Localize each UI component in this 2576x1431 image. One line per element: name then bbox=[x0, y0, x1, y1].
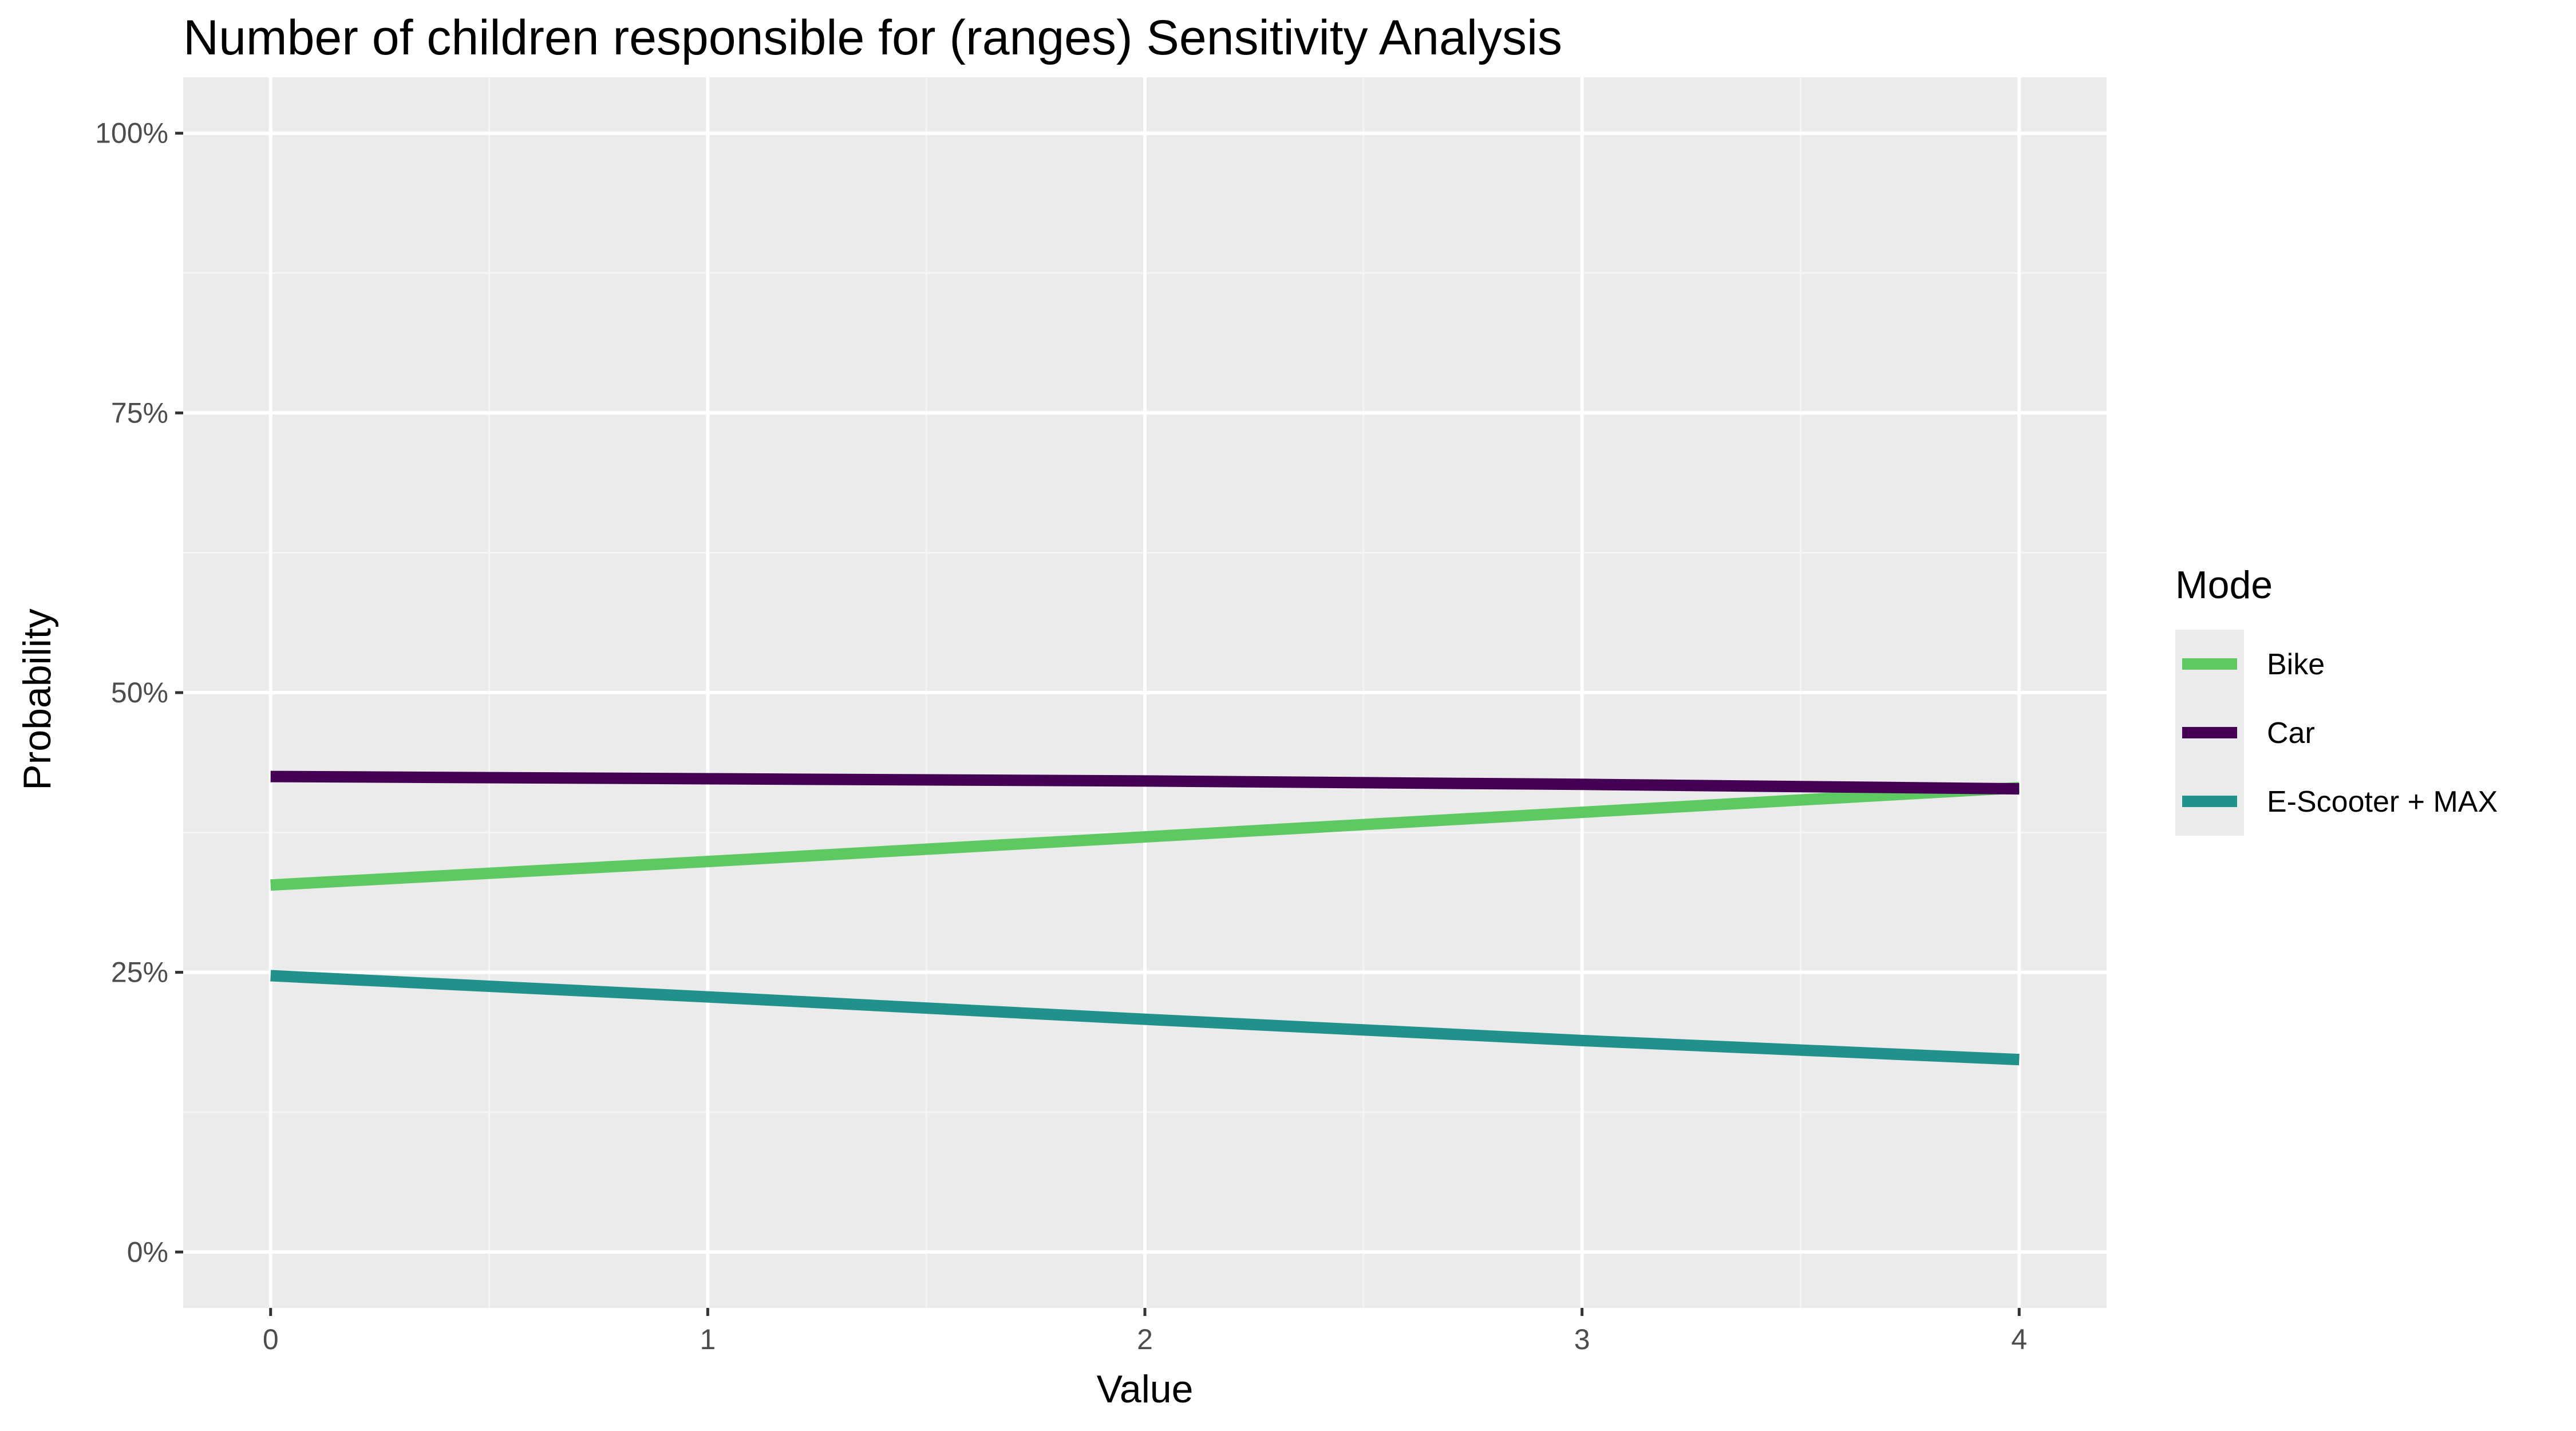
x-tick-label: 2 bbox=[1137, 1323, 1153, 1355]
y-tick-label: 100% bbox=[95, 117, 168, 149]
y-tick-label: 50% bbox=[111, 677, 168, 709]
x-tick-label: 1 bbox=[700, 1323, 716, 1355]
y-axis-title: Probability bbox=[15, 608, 59, 790]
major-gridlines bbox=[183, 77, 2107, 1308]
legend: Mode Bike Car E-Scooter + MAX bbox=[2175, 563, 2498, 836]
y-tick-label: 75% bbox=[111, 397, 168, 429]
legend-title: Mode bbox=[2175, 563, 2273, 607]
y-axis: 0% 25% 50% 75% 100% bbox=[95, 117, 183, 1268]
legend-label: E-Scooter + MAX bbox=[2267, 785, 2498, 819]
y-tick-label: 0% bbox=[127, 1236, 168, 1268]
x-axis: 0 1 2 3 4 bbox=[263, 1308, 2027, 1355]
x-tick-label: 4 bbox=[2011, 1323, 2027, 1355]
x-tick-label: 3 bbox=[1574, 1323, 1590, 1355]
series-line-car bbox=[270, 770, 2020, 795]
legend-label: Car bbox=[2267, 717, 2315, 750]
legend-label: Bike bbox=[2267, 648, 2325, 681]
legend-keys: Bike Car E-Scooter + MAX bbox=[2175, 630, 2498, 836]
x-axis-title: Value bbox=[1097, 1367, 1194, 1411]
y-tick-label: 25% bbox=[111, 956, 168, 989]
x-tick-label: 0 bbox=[263, 1323, 279, 1355]
chart-title: Number of children responsible for (rang… bbox=[183, 10, 1562, 65]
series-line-e-scooter-max bbox=[270, 970, 2020, 1066]
series-lines bbox=[270, 770, 2020, 1066]
series-line-bike bbox=[270, 782, 2020, 891]
